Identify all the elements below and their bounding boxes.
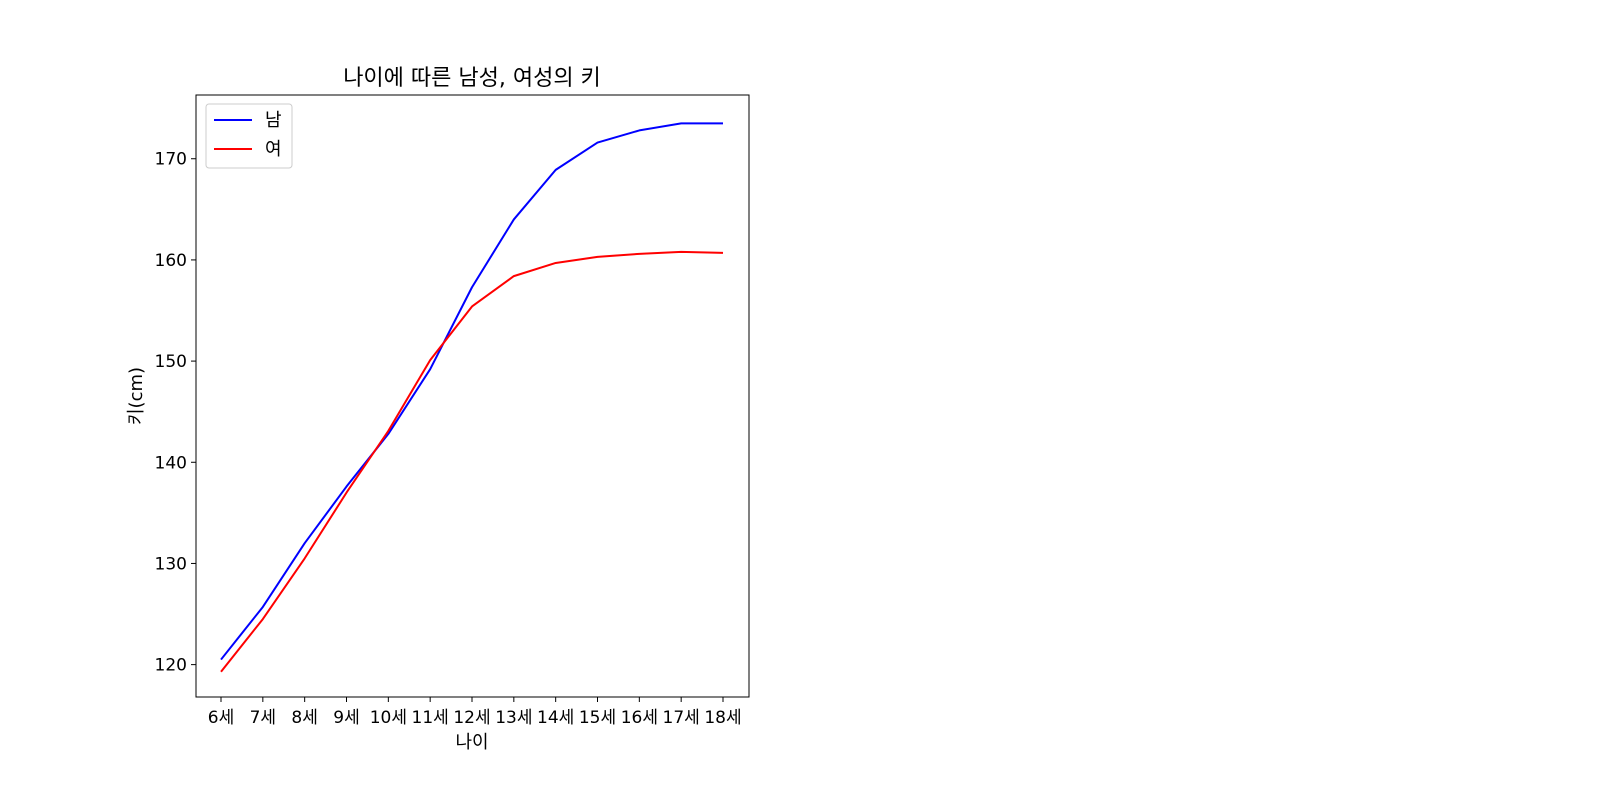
y-tick-label: 130 (155, 554, 187, 574)
legend-label-2: 여 (265, 139, 282, 160)
x-tick-label: 6세 (208, 708, 234, 728)
chart-title: 나이에 따른 남성, 여성의 키 (343, 66, 601, 91)
plot-frame (195, 94, 750, 698)
x-tick-label: 15세 (579, 708, 616, 728)
legend: 남여 (205, 103, 293, 169)
x-tick-label: 13세 (495, 708, 532, 728)
x-tick-label: 10세 (370, 708, 407, 728)
y-tick-label: 120 (155, 656, 187, 676)
x-tick-label: 18세 (704, 708, 741, 728)
x-tick-label: 11세 (412, 708, 449, 728)
x-tick-label: 9세 (333, 708, 359, 728)
x-tick-label: 7세 (250, 708, 276, 728)
x-tick-label: 17세 (663, 708, 700, 728)
x-tick-label: 16세 (621, 708, 658, 728)
plot-area: 6세 7세 8세 9세 10세 11세 12세 13세 14세 15세 16세 17세 18세 120 13… (155, 94, 750, 728)
y-tick-label: 170 (155, 150, 187, 170)
y-tick-label: 150 (155, 352, 187, 372)
legend-label-1: 남 (265, 110, 282, 131)
x-tick-label: 8세 (291, 708, 317, 728)
x-axis-label: 나이 (455, 732, 488, 753)
y-tick-label: 140 (155, 453, 187, 473)
x-tick-label: 14세 (537, 708, 574, 728)
y-tick-label: 160 (155, 251, 187, 271)
series-line-1 (220, 122, 723, 661)
series-line-2 (220, 250, 724, 673)
x-tick-label: 12세 (453, 708, 490, 728)
y-axis-label: 키(cm) (126, 367, 147, 425)
